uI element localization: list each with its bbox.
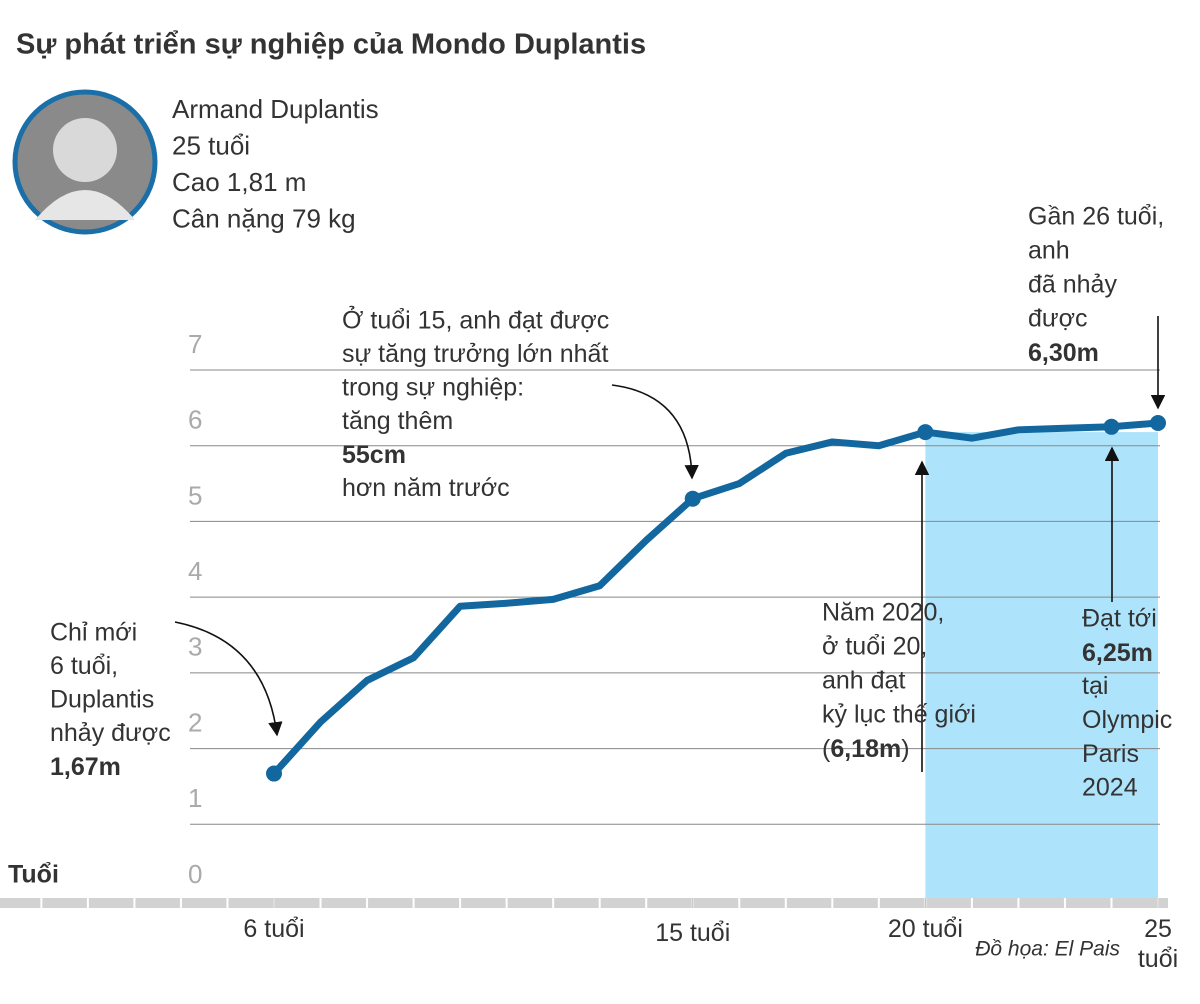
annotation-line: tại [1082,672,1108,700]
x-tick-label: 6 tuổi [243,915,305,943]
annotation-line: 55cm [342,441,406,469]
x-tick-label: 20 tuổi [887,915,963,943]
portrait-body [35,190,135,220]
annotation-line: 1,67m [50,753,121,781]
y-tick-label: 0 [188,859,202,889]
annotation-run: 1,67m [50,753,121,781]
annotation-line: Ở tuổi 15, anh đạt được [342,305,609,335]
point [1150,415,1166,431]
x-axis-bar [0,898,1168,908]
y-tick-label: 7 [188,329,202,359]
annotation-line: trong sự nghiệp: [342,374,524,402]
annotation-line: kỷ lục thế giới [822,701,976,729]
y-tick-label: 5 [188,480,202,510]
annotation-line: anh đạt [822,667,905,695]
annotation-line: Duplantis [50,686,154,714]
annotation: Chỉ mới 6 tuổi, Duplantis nhảy được 1,67m [50,619,171,781]
annotation-run: 6,25m [1082,638,1153,666]
annotation-line: tăng thêm [342,407,453,435]
portrait-face [53,118,117,182]
annotation-line: hơn năm trước [342,474,510,502]
annotation-line: Paris [1082,740,1139,768]
annotation-line: nhảy được [50,719,171,747]
annotation-line: Đạt tới [1082,605,1157,633]
annotation-line: 6,25m [1082,638,1153,666]
annotation-line: Gần 26 tuổi, [1028,203,1164,231]
y-tick-label: 1 [188,783,202,813]
profile-line: 25 tuổi [172,130,250,160]
arrow [611,384,699,480]
data-line [271,419,1159,776]
annotation: Đạt tới 6,25m tại Olympic Paris 2024 [1082,605,1172,802]
chart-title: Sự phát triển sự nghiệp của Mondo Duplan… [16,29,646,61]
annotation-line: được [1028,305,1088,333]
annotation-line: 6,30m [1028,339,1099,367]
y-tick-label: 3 [188,632,202,662]
annotation-line: Olympic [1082,706,1172,734]
annotation-run: ( [822,735,831,763]
x-tick-label: 15 tuổi [655,919,731,947]
annotation-line: đã nhảy [1028,271,1117,299]
x-axis-label: Tuổi [8,861,59,889]
annotation-line: (6,18m) [822,735,910,763]
annotation-line: 2024 [1082,774,1138,802]
annotation-run: 6,18m [830,735,901,763]
x-tick-label: 25 tuổi [1137,915,1179,973]
annotation-run: 6,30m [1028,339,1099,367]
y-tick-label: 4 [188,556,202,586]
annotation: Gần 26 tuổi, anh đã nhảy được 6,30m [1028,203,1164,367]
y-tick-label: 2 [188,707,202,737]
annotation-line: ở tuổi 20, [822,633,927,661]
annotation-line: Chỉ mới [50,619,137,647]
point [917,424,934,441]
annotation-line: sự tăng trưởng lớn nhất [342,340,608,368]
point [684,490,701,507]
annotation-run: 55cm [342,441,406,469]
profile-line: Cân nặng 79 kg [172,203,356,233]
source: Đồ họa: El Pais [975,938,1120,961]
arrow [174,621,283,737]
annotation-run: ) [901,735,909,763]
point [266,765,282,782]
highlight-band [925,432,1158,900]
annotation: Năm 2020, ở tuổi 20, anh đạt kỷ lục thế giớ… [822,599,976,763]
annotation-line: 6 tuổi, [50,652,118,680]
arrows [174,316,1166,772]
annotation: Ở tuổi 15, anh đạt được sự tăng trưởng lớ… [342,305,609,503]
profile-line: Cao 1,81 m [172,167,306,197]
annotation-line: anh [1028,237,1070,265]
annotation-line: Năm 2020, [822,599,944,627]
profile-line: Armand Duplantis [172,94,379,124]
y-tick-label: 6 [188,405,202,435]
point [1103,418,1120,435]
